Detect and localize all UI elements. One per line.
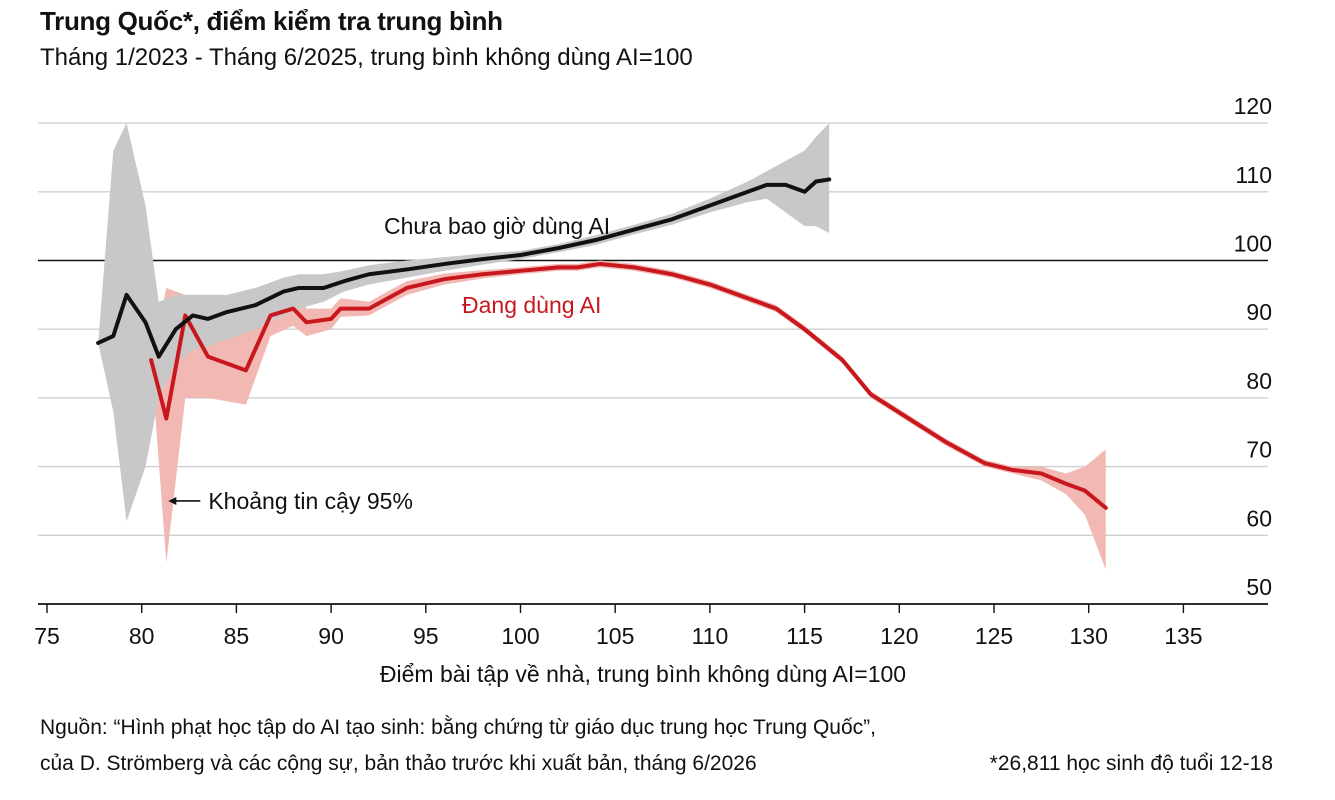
y-tick-label: 120 [1234, 93, 1272, 119]
x-axis-label: Điểm bài tập về nhà, trung bình không dù… [380, 661, 906, 687]
y-tick-label: 80 [1246, 368, 1272, 394]
annotation-arrow-head [168, 496, 177, 505]
y-tick-label: 100 [1234, 231, 1272, 257]
y-tick-label: 110 [1235, 162, 1272, 188]
x-tick-label: 100 [501, 623, 539, 649]
x-tick-label: 115 [786, 623, 823, 649]
source-line-2: của D. Strömberg và các cộng sự, bản thả… [40, 752, 757, 775]
chart-subtitle: Tháng 1/2023 - Tháng 6/2025, trung bình … [40, 44, 693, 71]
x-tick-label: 80 [129, 623, 155, 649]
x-tick-label: 85 [224, 623, 250, 649]
annotation-confidence-interval: Khoảng tin cậy 95% [208, 488, 413, 514]
x-tick-label: 125 [975, 623, 1013, 649]
y-tick-label: 70 [1246, 437, 1272, 463]
x-tick-label: 75 [34, 623, 60, 649]
x-tick-label: 120 [880, 623, 918, 649]
x-tick-label: 135 [1164, 623, 1202, 649]
source-line-1: Nguồn: “Hình phạt học tập do AI tạo sinh… [40, 716, 876, 739]
y-tick-label: 50 [1246, 574, 1272, 600]
series-line-using-ai [149, 261, 1108, 510]
annotation-using-ai: Đang dùng AI [462, 292, 601, 318]
footnote: *26,811 học sinh độ tuổi 12-18 [989, 752, 1273, 775]
x-tick-label: 130 [1070, 623, 1108, 649]
chart-title: Trung Quốc*, điểm kiểm tra trung bình [40, 6, 503, 36]
x-tick-label: 95 [413, 623, 439, 649]
ci-band-never-ai [98, 123, 830, 522]
x-tick-label: 110 [692, 623, 729, 649]
x-tick-label: 90 [318, 623, 344, 649]
y-tick-label: 90 [1246, 299, 1272, 325]
x-tick-label: 105 [596, 623, 634, 649]
y-tick-label: 60 [1246, 505, 1272, 531]
annotation-never-used-ai: Chưa bao giờ dùng AI [384, 213, 610, 239]
series-line-never-ai [96, 177, 832, 359]
